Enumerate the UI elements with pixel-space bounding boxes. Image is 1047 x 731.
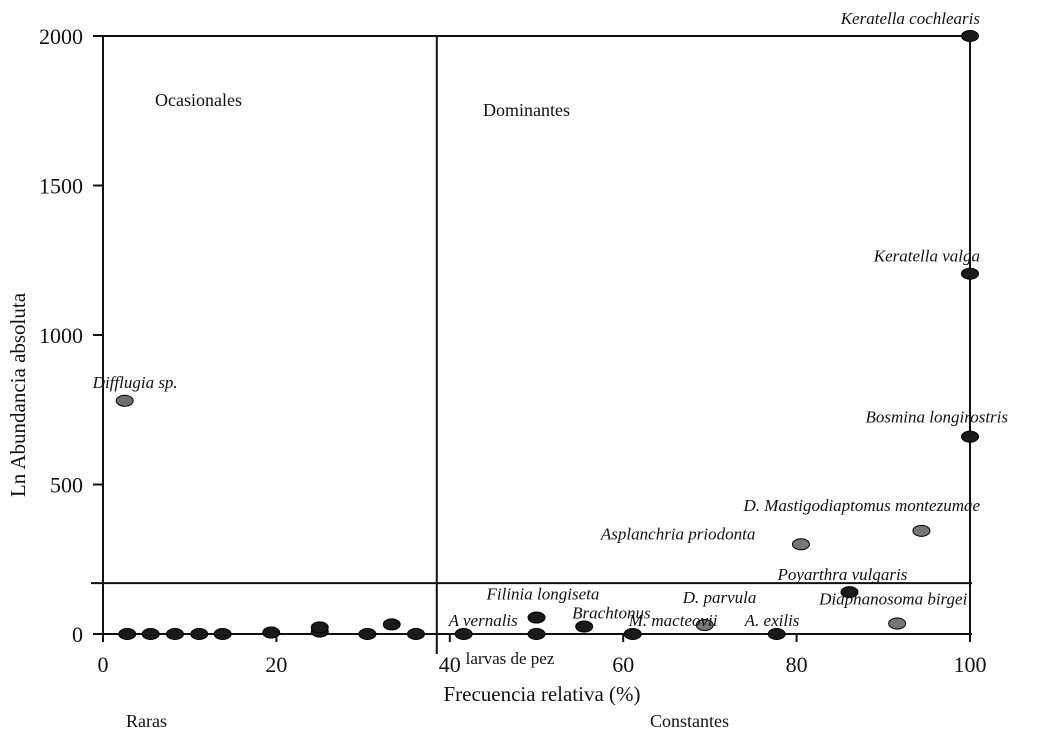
data-point bbox=[262, 626, 281, 639]
point-label: D. Mastigodiaptomus montezumae bbox=[742, 496, 980, 515]
data-point bbox=[213, 628, 232, 640]
point-label: Bosmina longirostris bbox=[866, 408, 1009, 427]
data-point bbox=[382, 618, 401, 631]
data-point bbox=[888, 617, 907, 630]
x-tick-label: 20 bbox=[265, 652, 287, 677]
data-point bbox=[695, 619, 714, 632]
chart-frame bbox=[91, 35, 972, 654]
data-point bbox=[767, 628, 786, 640]
y-axis-title: Ln Abundancia absoluta bbox=[6, 292, 30, 497]
data-point bbox=[623, 628, 642, 640]
x-tick-label: 100 bbox=[954, 652, 987, 677]
x-tick-label: 80 bbox=[786, 652, 808, 677]
scatter-points bbox=[115, 30, 979, 640]
data-point bbox=[406, 628, 425, 640]
region-label-ocasionales: Ocasionales bbox=[155, 90, 242, 110]
data-point bbox=[912, 524, 931, 537]
x-tick-label: 40 bbox=[439, 652, 461, 677]
data-point bbox=[115, 394, 134, 407]
region-label-dominantes: Dominantes bbox=[483, 100, 570, 120]
data-point bbox=[961, 30, 979, 42]
point-label: Poyarthra vulgaris bbox=[776, 565, 907, 584]
point-label: larvas de pez bbox=[466, 649, 555, 668]
point-label: Diaphanosoma birgei bbox=[818, 590, 967, 609]
point-label: Keratella cochlearis bbox=[840, 9, 981, 28]
y-tick-label: 0 bbox=[72, 622, 83, 647]
y-tick-label: 1500 bbox=[39, 174, 83, 199]
point-label: Difflugia sp. bbox=[92, 373, 178, 392]
point-label: A vernalis bbox=[448, 611, 518, 630]
region-label-constantes: Constantes bbox=[650, 711, 729, 731]
data-point bbox=[358, 628, 377, 640]
point-label: Brachtonus bbox=[572, 604, 651, 623]
data-point bbox=[190, 628, 209, 640]
data-point bbox=[961, 430, 979, 443]
data-point bbox=[118, 628, 137, 640]
y-tick-label: 1000 bbox=[39, 323, 83, 348]
data-point bbox=[527, 611, 546, 624]
point-label: D. parvula bbox=[682, 588, 757, 607]
data-point bbox=[310, 621, 329, 634]
y-tick-label: 2000 bbox=[39, 24, 83, 49]
data-point bbox=[575, 620, 594, 633]
point-labels: Difflugia sp. A vernalis larvas de pez Fili… bbox=[92, 9, 1009, 668]
data-point bbox=[527, 628, 546, 640]
data-point bbox=[840, 586, 859, 599]
x-tick-label: 0 bbox=[98, 652, 109, 677]
data-point bbox=[791, 538, 810, 551]
data-point bbox=[165, 628, 184, 640]
point-label: Asplanchria priodonta bbox=[600, 524, 755, 543]
region-label-raras: Raras bbox=[126, 711, 167, 731]
y-tick-label: 500 bbox=[50, 473, 83, 498]
point-label: Keratella valga bbox=[873, 247, 980, 266]
axis-ticks: 0 500 1000 1500 2000 0 20 40 60 80 100 bbox=[39, 24, 987, 677]
point-label: A. exilis bbox=[744, 611, 800, 630]
point-label: M. macteovii bbox=[628, 611, 718, 630]
data-point bbox=[141, 628, 160, 640]
data-point bbox=[454, 628, 473, 640]
data-point bbox=[961, 267, 979, 280]
point-label: Filinia longiseta bbox=[486, 585, 600, 604]
x-axis-title: Frecuencia relativa (%) bbox=[443, 682, 640, 706]
x-tick-label: 60 bbox=[612, 652, 634, 677]
